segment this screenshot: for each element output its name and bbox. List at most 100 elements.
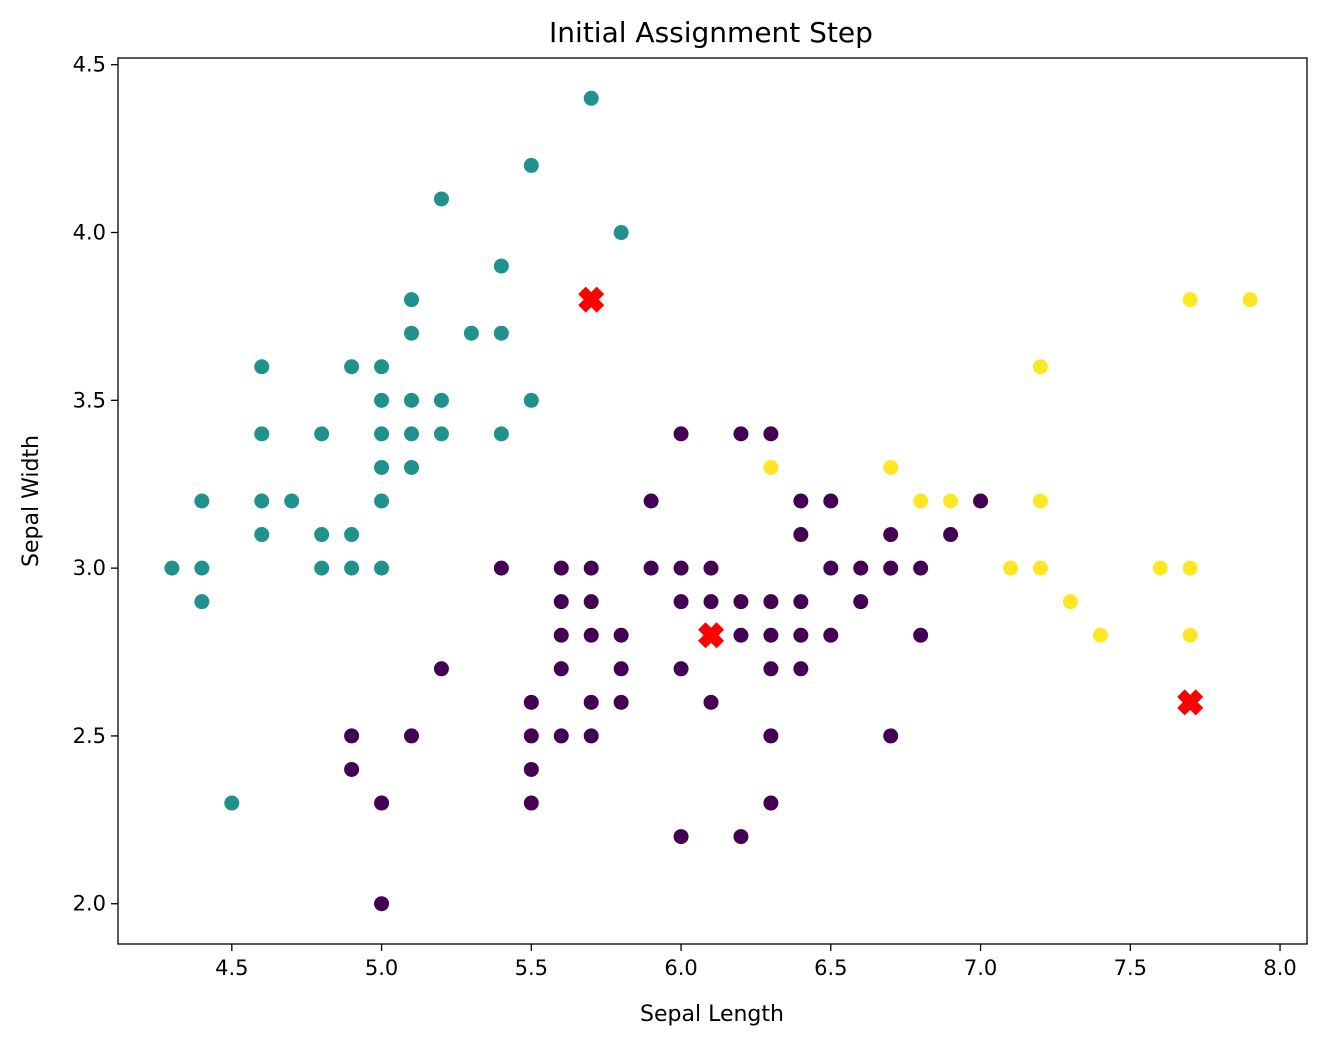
data-point-cluster-2 xyxy=(1182,560,1198,576)
data-point-cluster-1 xyxy=(254,527,270,543)
centroid-marker-2 xyxy=(1177,689,1204,716)
x-tick-label: 6.5 xyxy=(814,956,847,980)
data-point-cluster-2 xyxy=(1032,560,1048,576)
data-point-cluster-0 xyxy=(823,627,839,643)
data-point-cluster-0 xyxy=(553,661,569,677)
data-point-cluster-0 xyxy=(853,560,869,576)
data-point-cluster-2 xyxy=(943,493,959,509)
data-point-cluster-0 xyxy=(613,694,629,710)
data-point-cluster-2 xyxy=(1182,627,1198,643)
data-point-cluster-0 xyxy=(643,493,659,509)
y-tick-label: 2.5 xyxy=(73,724,106,748)
x-tick-label: 5.0 xyxy=(365,956,398,980)
y-tick-label: 4.0 xyxy=(73,221,106,245)
data-point-cluster-0 xyxy=(763,627,779,643)
centroid-marker-1 xyxy=(698,622,725,649)
data-point-cluster-1 xyxy=(194,560,210,576)
data-point-cluster-0 xyxy=(733,829,749,845)
data-point-cluster-1 xyxy=(404,459,420,475)
data-point-cluster-0 xyxy=(523,761,539,777)
data-point-cluster-0 xyxy=(883,527,899,543)
data-point-cluster-0 xyxy=(344,761,360,777)
data-point-cluster-1 xyxy=(194,594,210,610)
data-point-cluster-1 xyxy=(254,426,270,442)
data-point-cluster-1 xyxy=(433,426,449,442)
data-point-cluster-1 xyxy=(344,527,360,543)
data-point-cluster-0 xyxy=(883,728,899,744)
data-point-cluster-0 xyxy=(404,728,420,744)
data-point-cluster-0 xyxy=(523,795,539,811)
centroid-marker-0 xyxy=(578,286,605,313)
data-point-cluster-0 xyxy=(853,594,869,610)
data-point-cluster-0 xyxy=(673,426,689,442)
data-point-cluster-1 xyxy=(493,258,509,274)
points-layer xyxy=(164,90,1258,912)
x-tick-label: 5.5 xyxy=(515,956,548,980)
data-point-cluster-0 xyxy=(553,728,569,744)
data-point-cluster-0 xyxy=(673,560,689,576)
data-point-cluster-0 xyxy=(673,594,689,610)
data-point-cluster-1 xyxy=(314,527,330,543)
data-point-cluster-0 xyxy=(793,661,809,677)
data-point-cluster-0 xyxy=(763,426,779,442)
data-point-cluster-0 xyxy=(583,728,599,744)
y-tick-label: 3.5 xyxy=(73,388,106,412)
data-point-cluster-0 xyxy=(433,661,449,677)
data-point-cluster-1 xyxy=(523,392,539,408)
data-point-cluster-2 xyxy=(763,459,779,475)
data-point-cluster-0 xyxy=(763,728,779,744)
data-point-cluster-1 xyxy=(374,359,390,375)
data-point-cluster-0 xyxy=(523,728,539,744)
data-point-cluster-0 xyxy=(793,627,809,643)
chart-title: Initial Assignment Step xyxy=(549,16,873,49)
x-axis-label: Sepal Length xyxy=(640,1002,784,1027)
y-axis-label: Sepal Width xyxy=(19,435,44,567)
data-point-cluster-0 xyxy=(703,694,719,710)
data-point-cluster-0 xyxy=(733,627,749,643)
y-tick-label: 4.5 xyxy=(73,53,106,77)
data-point-cluster-0 xyxy=(553,594,569,610)
data-point-cluster-0 xyxy=(763,661,779,677)
data-point-cluster-0 xyxy=(913,560,929,576)
x-tick-label: 6.0 xyxy=(664,956,697,980)
data-point-cluster-0 xyxy=(673,829,689,845)
data-point-cluster-0 xyxy=(823,493,839,509)
data-point-cluster-0 xyxy=(973,493,989,509)
data-point-cluster-1 xyxy=(463,325,479,341)
data-point-cluster-1 xyxy=(314,560,330,576)
data-point-cluster-0 xyxy=(613,661,629,677)
data-point-cluster-0 xyxy=(793,594,809,610)
data-point-cluster-0 xyxy=(374,896,390,912)
y-tick-label: 2.0 xyxy=(73,892,106,916)
data-point-cluster-0 xyxy=(583,694,599,710)
data-point-cluster-1 xyxy=(344,359,360,375)
data-point-cluster-1 xyxy=(404,292,420,308)
data-point-cluster-2 xyxy=(1032,493,1048,509)
data-point-cluster-1 xyxy=(284,493,300,509)
data-point-cluster-1 xyxy=(314,426,330,442)
data-point-cluster-1 xyxy=(493,325,509,341)
data-point-cluster-1 xyxy=(613,225,629,241)
data-point-cluster-1 xyxy=(493,426,509,442)
data-point-cluster-1 xyxy=(404,392,420,408)
data-point-cluster-1 xyxy=(433,392,449,408)
data-point-cluster-0 xyxy=(583,560,599,576)
data-point-cluster-1 xyxy=(374,426,390,442)
x-tick-label: 7.5 xyxy=(1114,956,1147,980)
data-point-cluster-0 xyxy=(344,728,360,744)
data-point-cluster-0 xyxy=(913,627,929,643)
data-point-cluster-0 xyxy=(553,627,569,643)
data-point-cluster-1 xyxy=(344,560,360,576)
data-point-cluster-0 xyxy=(793,493,809,509)
x-axis: 4.5 5.0 5.5 6.0 6.5 7.0 7.5 8.0 xyxy=(215,944,1297,980)
data-point-cluster-0 xyxy=(643,560,659,576)
data-point-cluster-2 xyxy=(883,459,899,475)
data-point-cluster-0 xyxy=(793,527,809,543)
data-point-cluster-1 xyxy=(374,392,390,408)
data-point-cluster-1 xyxy=(194,493,210,509)
data-point-cluster-0 xyxy=(583,594,599,610)
data-point-cluster-0 xyxy=(763,795,779,811)
data-point-cluster-2 xyxy=(1152,560,1168,576)
data-point-cluster-0 xyxy=(613,627,629,643)
